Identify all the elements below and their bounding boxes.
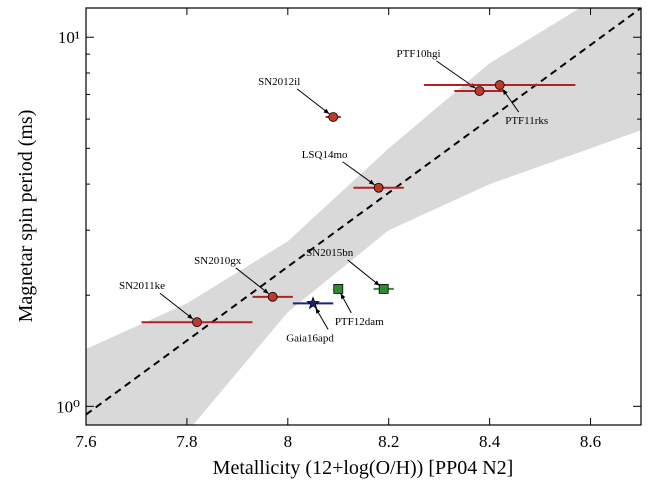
point [306,296,320,310]
point [474,86,485,96]
annotation-arrow [347,259,381,287]
annotation: SN2010gx [194,255,242,267]
arrow-head [368,179,375,185]
annotation: SN2011ke [119,280,165,292]
point [328,112,339,122]
point [378,284,389,294]
x-tick-label: 7.6 [75,432,96,451]
arrow-head [323,108,330,114]
annotation: SN2012il [258,76,300,88]
x-tick-label: 8.2 [378,432,399,451]
annotation-arrow [235,267,270,295]
annotation: LSQ14mo [302,149,348,161]
arrow-head [374,280,380,286]
point [192,317,202,328]
arrow-head [502,89,508,96]
annotation: PTF11rks [505,115,548,127]
arrow-head [262,288,269,294]
annotation-arrow [296,88,330,115]
plot-area [86,8,641,425]
y-tick-label: 10⁰ [56,397,80,416]
annotation-arrow [436,60,476,89]
point [333,284,344,294]
x-tick-label: 8.6 [580,432,601,451]
y-tick-label: 10¹ [58,28,80,47]
annotation: PTF12dam [335,316,384,328]
fit-line [86,8,641,416]
annotation: SN2015bn [306,247,354,259]
annotation-arrow [342,161,375,186]
x-tick-label: 8 [284,432,293,451]
arrow-head [187,313,194,320]
plot-frame [85,7,642,426]
x-tick-label: 8.4 [479,432,501,451]
annotation: PTF10hgi [397,48,441,60]
point [267,291,278,302]
point [494,80,505,90]
arrow-head [340,293,346,300]
y-axis-label: Magnetar spin period (ms) [15,110,37,323]
point [373,182,384,193]
annotation: Gaia16apd [286,332,334,344]
x-axis-label: Metallicity (12+log(O/H)) [PP04 N2] [213,457,514,479]
arrow-head [315,307,321,314]
confidence-band [86,8,641,425]
x-tick-label: 7.8 [176,432,197,451]
annotation-arrow [159,292,194,320]
